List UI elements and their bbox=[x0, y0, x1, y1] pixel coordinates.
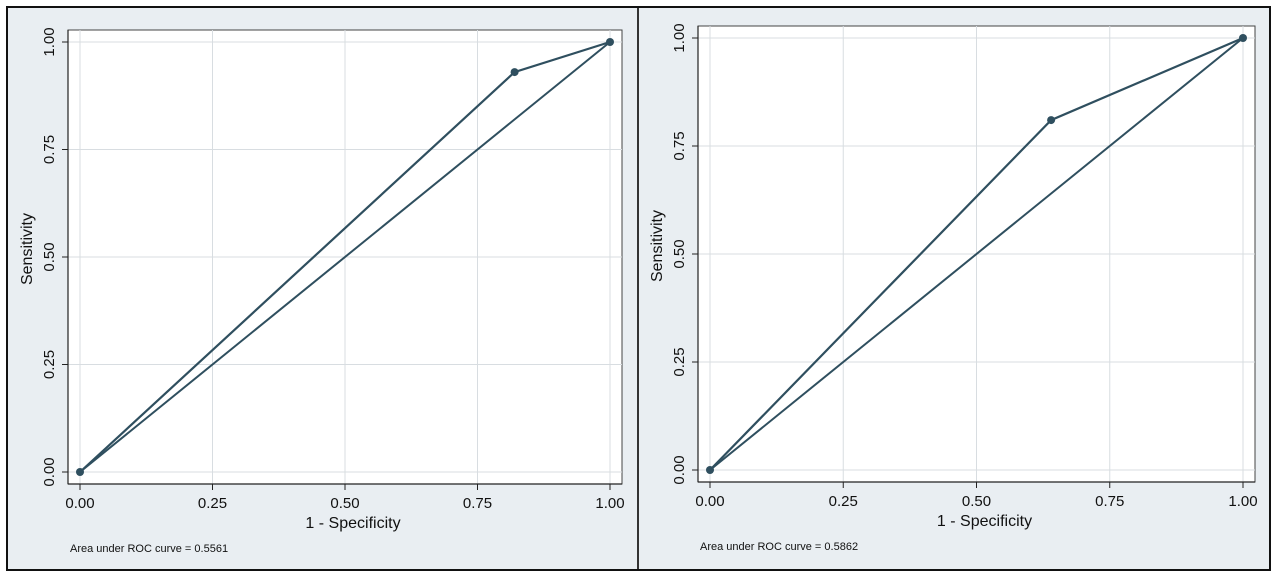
y-tick-label: 0.00 bbox=[671, 455, 688, 484]
y-tick-label: 0.25 bbox=[671, 347, 688, 376]
y-tick-label: 0.50 bbox=[41, 242, 58, 271]
roc-point bbox=[1239, 34, 1247, 42]
reference-line bbox=[709, 37, 1244, 471]
y-tick-label: 0.75 bbox=[671, 131, 688, 160]
x-tick-label: 0.75 bbox=[463, 495, 492, 512]
x-tick-label: 0.00 bbox=[695, 493, 724, 510]
y-tick-label: 0.75 bbox=[41, 135, 58, 164]
x-tick-label: 0.50 bbox=[962, 493, 991, 510]
panel-divider bbox=[637, 8, 639, 569]
y-tick-label: 0.25 bbox=[41, 350, 58, 379]
roc-point bbox=[510, 68, 519, 77]
x-tick-label: 0.00 bbox=[65, 495, 94, 512]
y-tick-label: 0.50 bbox=[671, 239, 688, 268]
reference-line bbox=[79, 41, 611, 473]
x-tick-label: 0.25 bbox=[198, 495, 227, 512]
x-axis-title: 1 - Specificity bbox=[937, 513, 1032, 530]
x-tick-label: 0.75 bbox=[1095, 493, 1124, 510]
y-axis-title: Sensitivity bbox=[19, 213, 36, 285]
x-tick-label: 1.00 bbox=[595, 495, 624, 512]
auc-note: Area under ROC curve = 0.5862 bbox=[700, 541, 858, 553]
roc-point bbox=[1047, 116, 1056, 125]
y-axis-title: Sensitivity bbox=[649, 210, 666, 282]
roc-chart-left: 0.00 0.25 0.50 0.75 1.00 0.00 0.25 0.50 0.75 1.00… bbox=[19, 27, 625, 555]
roc-point bbox=[76, 468, 84, 476]
roc-point bbox=[606, 38, 614, 46]
x-tick-label: 1.00 bbox=[1228, 493, 1257, 510]
roc-chart-right: 0.00 0.25 0.50 0.75 1.00 0.00 0.25 0.50 0.75 1.00… bbox=[649, 23, 1258, 553]
x-tick-label: 0.50 bbox=[330, 495, 359, 512]
x-axis-title: 1 - Specificity bbox=[305, 515, 400, 532]
roc-point bbox=[706, 466, 714, 474]
y-tick-label: 1.00 bbox=[671, 23, 688, 52]
x-tick-label: 0.25 bbox=[829, 493, 858, 510]
auc-note: Area under ROC curve = 0.5561 bbox=[70, 543, 228, 555]
y-tick-label: 1.00 bbox=[41, 27, 58, 56]
y-tick-label: 0.00 bbox=[41, 457, 58, 486]
